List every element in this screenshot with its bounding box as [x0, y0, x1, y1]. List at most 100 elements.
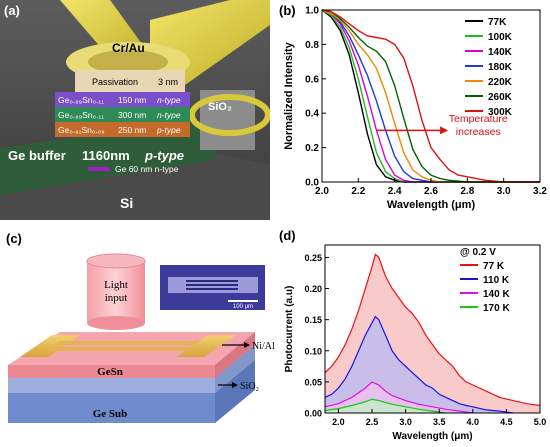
annotation-line2: increases — [456, 126, 501, 138]
light-cylinder-top — [86, 253, 146, 269]
absorber-label: GeSn — [97, 366, 123, 378]
x-axis-label: Wavelength (μm) — [392, 431, 472, 442]
light-cylinder-bottom — [87, 316, 145, 330]
series-line-3 — [324, 398, 446, 414]
passivation-thickness: 3 nm — [158, 77, 178, 87]
x-tick-label: 2.0 — [315, 186, 329, 197]
x-tick-label: 3.5 — [433, 417, 446, 427]
annotation-line1: Temperature — [449, 113, 508, 125]
ring-contact — [189, 94, 271, 136]
panel-a: (a) Cr/Au Passivation 3 nm SiO₂ Ge₀.₈₉Sn… — [0, 0, 271, 220]
substrate-label: Si — [120, 195, 133, 211]
y-tick-label: 0.00 — [304, 409, 322, 419]
ge-layer-marker — [88, 167, 110, 171]
y-axis-label: Normalized Intensity — [283, 41, 295, 149]
ge-layer-label: Ge 60 nm n-type — [115, 164, 179, 174]
finger-electrode — [46, 347, 192, 351]
legend-label-2: 140 K — [483, 289, 510, 300]
ge-substrate-side — [215, 360, 255, 423]
layer-2-thickness: 300 nm — [118, 110, 146, 120]
oxide-label: SiO₂ — [240, 381, 259, 392]
legend-label-3: 180K — [488, 62, 513, 73]
x-tick-label: 5.0 — [534, 417, 547, 427]
layer-3-composition: Ge₀.₉₁Sn₀.₀₉ — [58, 125, 105, 135]
series-line-4 — [321, 9, 540, 183]
sio2-front — [8, 378, 215, 393]
x-tick-label: 2.6 — [424, 186, 438, 197]
series-area-3 — [325, 399, 446, 413]
x-tick-label: 3.0 — [399, 417, 412, 427]
plot-frame — [324, 244, 541, 414]
panel-a-illustration: (a) Cr/Au Passivation 3 nm SiO₂ Ge₀.₈₉Sn… — [0, 0, 271, 220]
buffer-label: Ge buffer — [8, 148, 66, 163]
contact-arrow-head — [244, 342, 250, 348]
x-tick-label: 3.0 — [497, 186, 511, 197]
light-cylinder — [87, 261, 145, 323]
y-tick-label: 0.25 — [304, 253, 322, 263]
legend-label-0: 77 K — [483, 261, 505, 272]
panel-b: (b) 2.0 2.2 2.4 2.6 2.8 3.0 3.2 0.0 0.2 0.4 0.6 0.8 1… — [275, 0, 550, 220]
legend-label-1: 110 K — [483, 275, 510, 286]
x-tick-label: 4.5 — [500, 417, 513, 427]
chart-d: (d) 2.0 2.5 3.0 3.5 4.0 4.5 5.0 0.00 0.05 0.10 0.15… — [279, 228, 547, 442]
x-tick-label: 4.0 — [467, 417, 480, 427]
legend-label-1: 100K — [488, 32, 513, 43]
left-contact-pad — [20, 335, 80, 357]
x-tick-label: 3.2 — [533, 186, 547, 197]
layer-1-type: n-type — [157, 95, 181, 105]
legend-label-0: 77K — [488, 17, 507, 28]
panel-c: (c) Light input 100 μm Ni/Al — [0, 225, 275, 442]
y-axis-label: Photocurrent (a.u) — [284, 286, 295, 373]
legend-label-2: 140K — [488, 47, 513, 58]
light-input-label-line1: Light — [104, 279, 128, 291]
x-tick-label: 2.5 — [366, 417, 379, 427]
layer-1 — [55, 92, 190, 107]
micrograph-finger — [186, 284, 238, 286]
micrograph-finger — [186, 280, 238, 282]
panel-c-illustration: (c) Light input 100 μm Ni/Al — [6, 231, 275, 423]
y-tick-label: 0.10 — [304, 346, 322, 356]
buffer-thickness: 1160nm — [82, 148, 130, 163]
panel-label: (b) — [279, 3, 296, 18]
contact-label: Ni/Al — [252, 341, 275, 352]
y-tick-label: 0.05 — [304, 377, 322, 387]
passivation-label: Passivation — [92, 77, 138, 87]
x-tick-label: 2.8 — [460, 186, 474, 197]
top-contact-hole — [88, 50, 168, 74]
chart-b: (b) 2.0 2.2 2.4 2.6 2.8 3.0 3.2 0.0 0.2 0.4 0.6 0.8 1… — [279, 3, 547, 211]
y-tick-label: 0.0 — [305, 178, 319, 189]
gesn-front — [8, 365, 215, 378]
right-contact-pad — [176, 335, 236, 357]
micrograph-finger — [186, 288, 238, 290]
panel-label: (a) — [4, 3, 20, 18]
legend-title: @ 0.2 V — [460, 247, 496, 258]
legend-label-3: 170 K — [483, 303, 510, 314]
x-tick-label: 2.4 — [388, 186, 402, 197]
legend-label-6: 300K — [488, 107, 513, 118]
layer-2 — [55, 107, 190, 122]
layer-3 — [55, 122, 190, 137]
layer-2-composition: Ge₀.₈₉Sn₀.₁₁ — [58, 110, 104, 120]
buffer-type: p-type — [144, 148, 184, 163]
layer-1-thickness: 150 nm — [118, 95, 146, 105]
series-line-6 — [321, 9, 540, 183]
ge-buffer-layer — [0, 118, 215, 195]
y-tick-label: 0.8 — [305, 40, 319, 51]
y-tick-label: 0.2 — [305, 143, 319, 154]
series-line-1 — [324, 315, 514, 414]
oxide-arrow-head — [232, 382, 238, 388]
x-axis-label: Wavelength (μm) — [387, 199, 476, 211]
panel-label: (c) — [6, 231, 22, 246]
x-tick-label: 2.2 — [351, 186, 365, 197]
passivation-layer — [75, 70, 185, 92]
scale-bar-label: 100 μm — [233, 304, 253, 310]
layer-2-type: n-type — [157, 110, 181, 120]
layer-1-composition: Ge₀.₈₉Sn₀.₁₁ — [58, 95, 104, 105]
series-line-0 — [324, 253, 541, 407]
contact-label: Cr/Au — [112, 41, 145, 55]
legend-label-5: 260K — [488, 92, 513, 103]
finger-electrode — [54, 341, 200, 345]
y-tick-label: 0.15 — [304, 315, 322, 325]
substrate-label: Ge Sub — [93, 408, 128, 420]
y-tick-label: 0.4 — [305, 109, 319, 120]
